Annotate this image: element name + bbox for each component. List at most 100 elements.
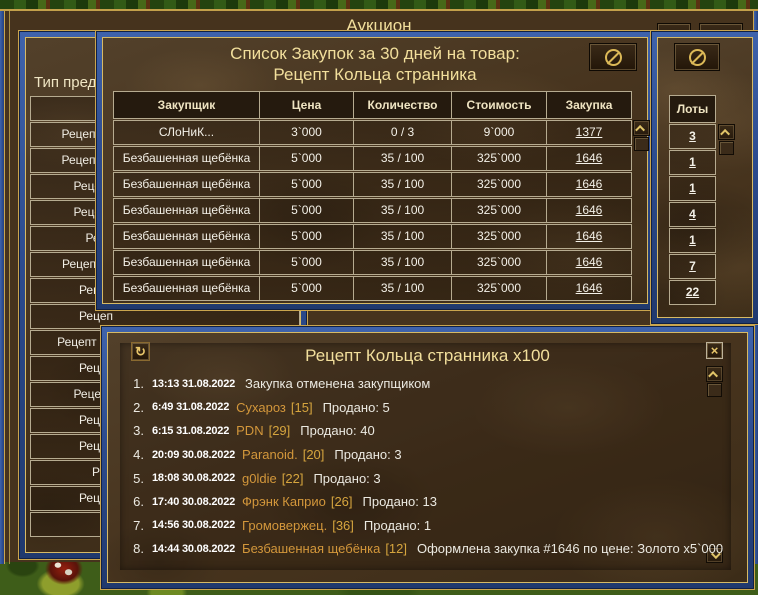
lots-count-link[interactable]: 1 xyxy=(669,228,716,253)
lots-scroll-up-button[interactable] xyxy=(718,124,735,140)
total-cell: 325`000 xyxy=(451,172,547,197)
quantity-cell: 0 / 3 xyxy=(353,120,452,145)
player-level: [12] xyxy=(385,541,407,557)
log-entry: 8. 14:44 30.08.2022 Безбашенная щебёнка … xyxy=(122,537,723,561)
purchase-id-link[interactable]: 1646 xyxy=(546,146,632,171)
player-level: [20] xyxy=(302,447,325,463)
chevron-up-icon xyxy=(635,124,646,135)
purchase-window-title-line1: Список Закупок за 30 дней на товар: xyxy=(230,44,520,63)
log-entry-timestamp: 18:08 30.08.2022 xyxy=(152,472,236,485)
log-entry: 5. 18:08 30.08.2022 g0ldie [22] Продано:… xyxy=(122,466,692,490)
player-level: [15] xyxy=(290,399,313,415)
purchase-table-header-cell: Стоимость xyxy=(451,91,547,119)
purchase-table: Закупщик Цена Количество Стоимость Закуп… xyxy=(113,91,632,302)
item-type-label: Рецепт Ку xyxy=(57,335,113,349)
purchase-table-row: СЛоНиК... 3`000 0 / 3 9`000 1377 xyxy=(113,120,632,145)
player-name-link[interactable]: Громовержец. xyxy=(242,517,328,533)
purchase-cancel-button[interactable] xyxy=(589,43,637,71)
player-level: [22] xyxy=(281,470,304,486)
purchase-table-row: Безбашенная щебёнка 5`000 35 / 100 325`0… xyxy=(113,146,632,171)
close-button[interactable]: × xyxy=(706,342,723,359)
lots-count-link[interactable]: 1 xyxy=(669,176,716,201)
log-entry-text: Продано: 3 xyxy=(334,447,402,463)
purchase-id-link[interactable]: 1377 xyxy=(546,120,632,145)
log-entry: 1. 13:13 31.08.2022 Закупка отменена зак… xyxy=(122,372,692,396)
log-entry-timestamp: 13:13 31.08.2022 xyxy=(152,377,236,390)
log-scroll-down-button[interactable] xyxy=(706,547,723,563)
log-entry-timestamp: 14:56 30.08.2022 xyxy=(152,519,236,532)
log-entry-number: 2. xyxy=(133,399,144,415)
refresh-icon: ↻ xyxy=(135,343,146,359)
purchase-scroll-up-button[interactable] xyxy=(633,120,650,136)
log-entry-number: 4. xyxy=(133,447,144,463)
purchase-table-row: Безбашенная щебёнка 5`000 35 / 100 325`0… xyxy=(113,172,632,197)
lots-count-link[interactable]: 7 xyxy=(669,254,716,279)
log-window-title: Рецепт Кольца странника x100 xyxy=(305,346,550,365)
item-type-title: Тип предм xyxy=(34,74,107,91)
refresh-button[interactable]: ↻ xyxy=(131,342,150,361)
price-cell: 5`000 xyxy=(259,146,354,171)
lots-count-link[interactable]: 4 xyxy=(669,202,716,227)
player-level: [26] xyxy=(330,494,353,510)
log-entry-number: 7. xyxy=(133,517,144,533)
purchase-table-header-cell: Закупщик xyxy=(113,91,260,119)
log-entry: 2. 6:49 31.08.2022 Сухароз [15] Продано:… xyxy=(122,396,692,420)
cancel-icon xyxy=(688,48,706,66)
lots-count-link[interactable]: 1 xyxy=(669,150,716,175)
lots-cancel-button[interactable] xyxy=(674,43,720,71)
purchase-table-header-cell: Цена xyxy=(259,91,354,119)
player-name-link[interactable]: Сухароз xyxy=(236,399,286,415)
price-cell: 5`000 xyxy=(259,224,354,249)
purchase-scroll-thumb[interactable] xyxy=(634,137,649,151)
log-entry-timestamp: 6:49 31.08.2022 xyxy=(152,401,230,414)
cancel-icon xyxy=(604,48,622,66)
player-name-link[interactable]: Paranoid. xyxy=(242,447,298,463)
log-entry-timestamp: 17:40 30.08.2022 xyxy=(152,495,236,508)
player-name-link[interactable]: g0ldie xyxy=(242,470,277,486)
purchase-id-link[interactable]: 1646 xyxy=(546,276,632,301)
buyer-cell: Безбашенная щебёнка xyxy=(113,198,260,223)
quantity-cell: 35 / 100 xyxy=(353,172,452,197)
log-scroll-thumb[interactable] xyxy=(707,383,722,397)
player-name-link[interactable]: PDN xyxy=(236,423,264,439)
buyer-cell: Безбашенная щебёнка xyxy=(113,172,260,197)
purchase-id-link[interactable]: 1646 xyxy=(546,224,632,249)
player-level: [29] xyxy=(268,423,291,439)
lots-count-link[interactable]: 3 xyxy=(669,124,716,149)
log-entry-number: 1. xyxy=(133,376,144,392)
log-entry-text: Продано: 5 xyxy=(322,399,390,415)
player-name-link[interactable]: Фрэнк Каприо xyxy=(242,494,326,510)
log-entry-text: Продано: 40 xyxy=(300,423,375,439)
purchase-id-link[interactable]: 1646 xyxy=(546,172,632,197)
buyer-cell: СЛоНиК... xyxy=(113,120,260,145)
log-entry: 4. 20:09 30.08.2022 Paranoid. [20] Прода… xyxy=(122,443,692,467)
buyer-cell: Безбашенная щебёнка xyxy=(113,276,260,301)
purchase-list-window: Список Закупок за 30 дней на товар: Реце… xyxy=(95,30,655,311)
log-entry-number: 5. xyxy=(133,470,144,486)
lots-table: Лоты 3 1 1 4 1 7 22 xyxy=(669,95,716,306)
purchase-table-row: Безбашенная щебёнка 5`000 35 / 100 325`0… xyxy=(113,276,632,301)
purchase-table-header-cell: Закупка xyxy=(546,91,632,119)
chevron-up-icon xyxy=(708,370,719,381)
lots-header: Лоты xyxy=(669,95,716,123)
log-entry-text: Продано: 3 xyxy=(313,470,381,486)
quantity-cell: 35 / 100 xyxy=(353,198,452,223)
log-entry: 3. 6:15 31.08.2022 PDN [29] Продано: 40 xyxy=(122,419,692,443)
purchase-id-link[interactable]: 1646 xyxy=(546,198,632,223)
log-entry-text: Продано: 1 xyxy=(363,517,432,533)
buyer-cell: Безбашенная щебёнка xyxy=(113,146,260,171)
log-entry-number: 8. xyxy=(133,541,144,557)
price-cell: 5`000 xyxy=(259,250,354,275)
item-log-window: ↻ Рецепт Кольца странника x100 × 1. 13:1… xyxy=(100,325,755,590)
player-name-link[interactable]: Безбашенная щебёнка xyxy=(242,541,381,557)
log-scroll-up-button[interactable] xyxy=(706,366,723,382)
price-cell: 5`000 xyxy=(259,172,354,197)
purchase-id-link[interactable]: 1646 xyxy=(546,250,632,275)
lots-count-link[interactable]: 22 xyxy=(669,280,716,305)
quantity-cell: 35 / 100 xyxy=(353,146,452,171)
price-cell: 5`000 xyxy=(259,198,354,223)
lots-scroll-thumb[interactable] xyxy=(719,141,734,155)
buyer-cell: Безбашенная щебёнка xyxy=(113,250,260,275)
log-entry-text: Оформлена закупка #1646 по цене: Золото … xyxy=(417,541,724,557)
purchase-table-body: СЛоНиК... 3`000 0 / 3 9`000 1377 Безбаше… xyxy=(113,120,632,301)
